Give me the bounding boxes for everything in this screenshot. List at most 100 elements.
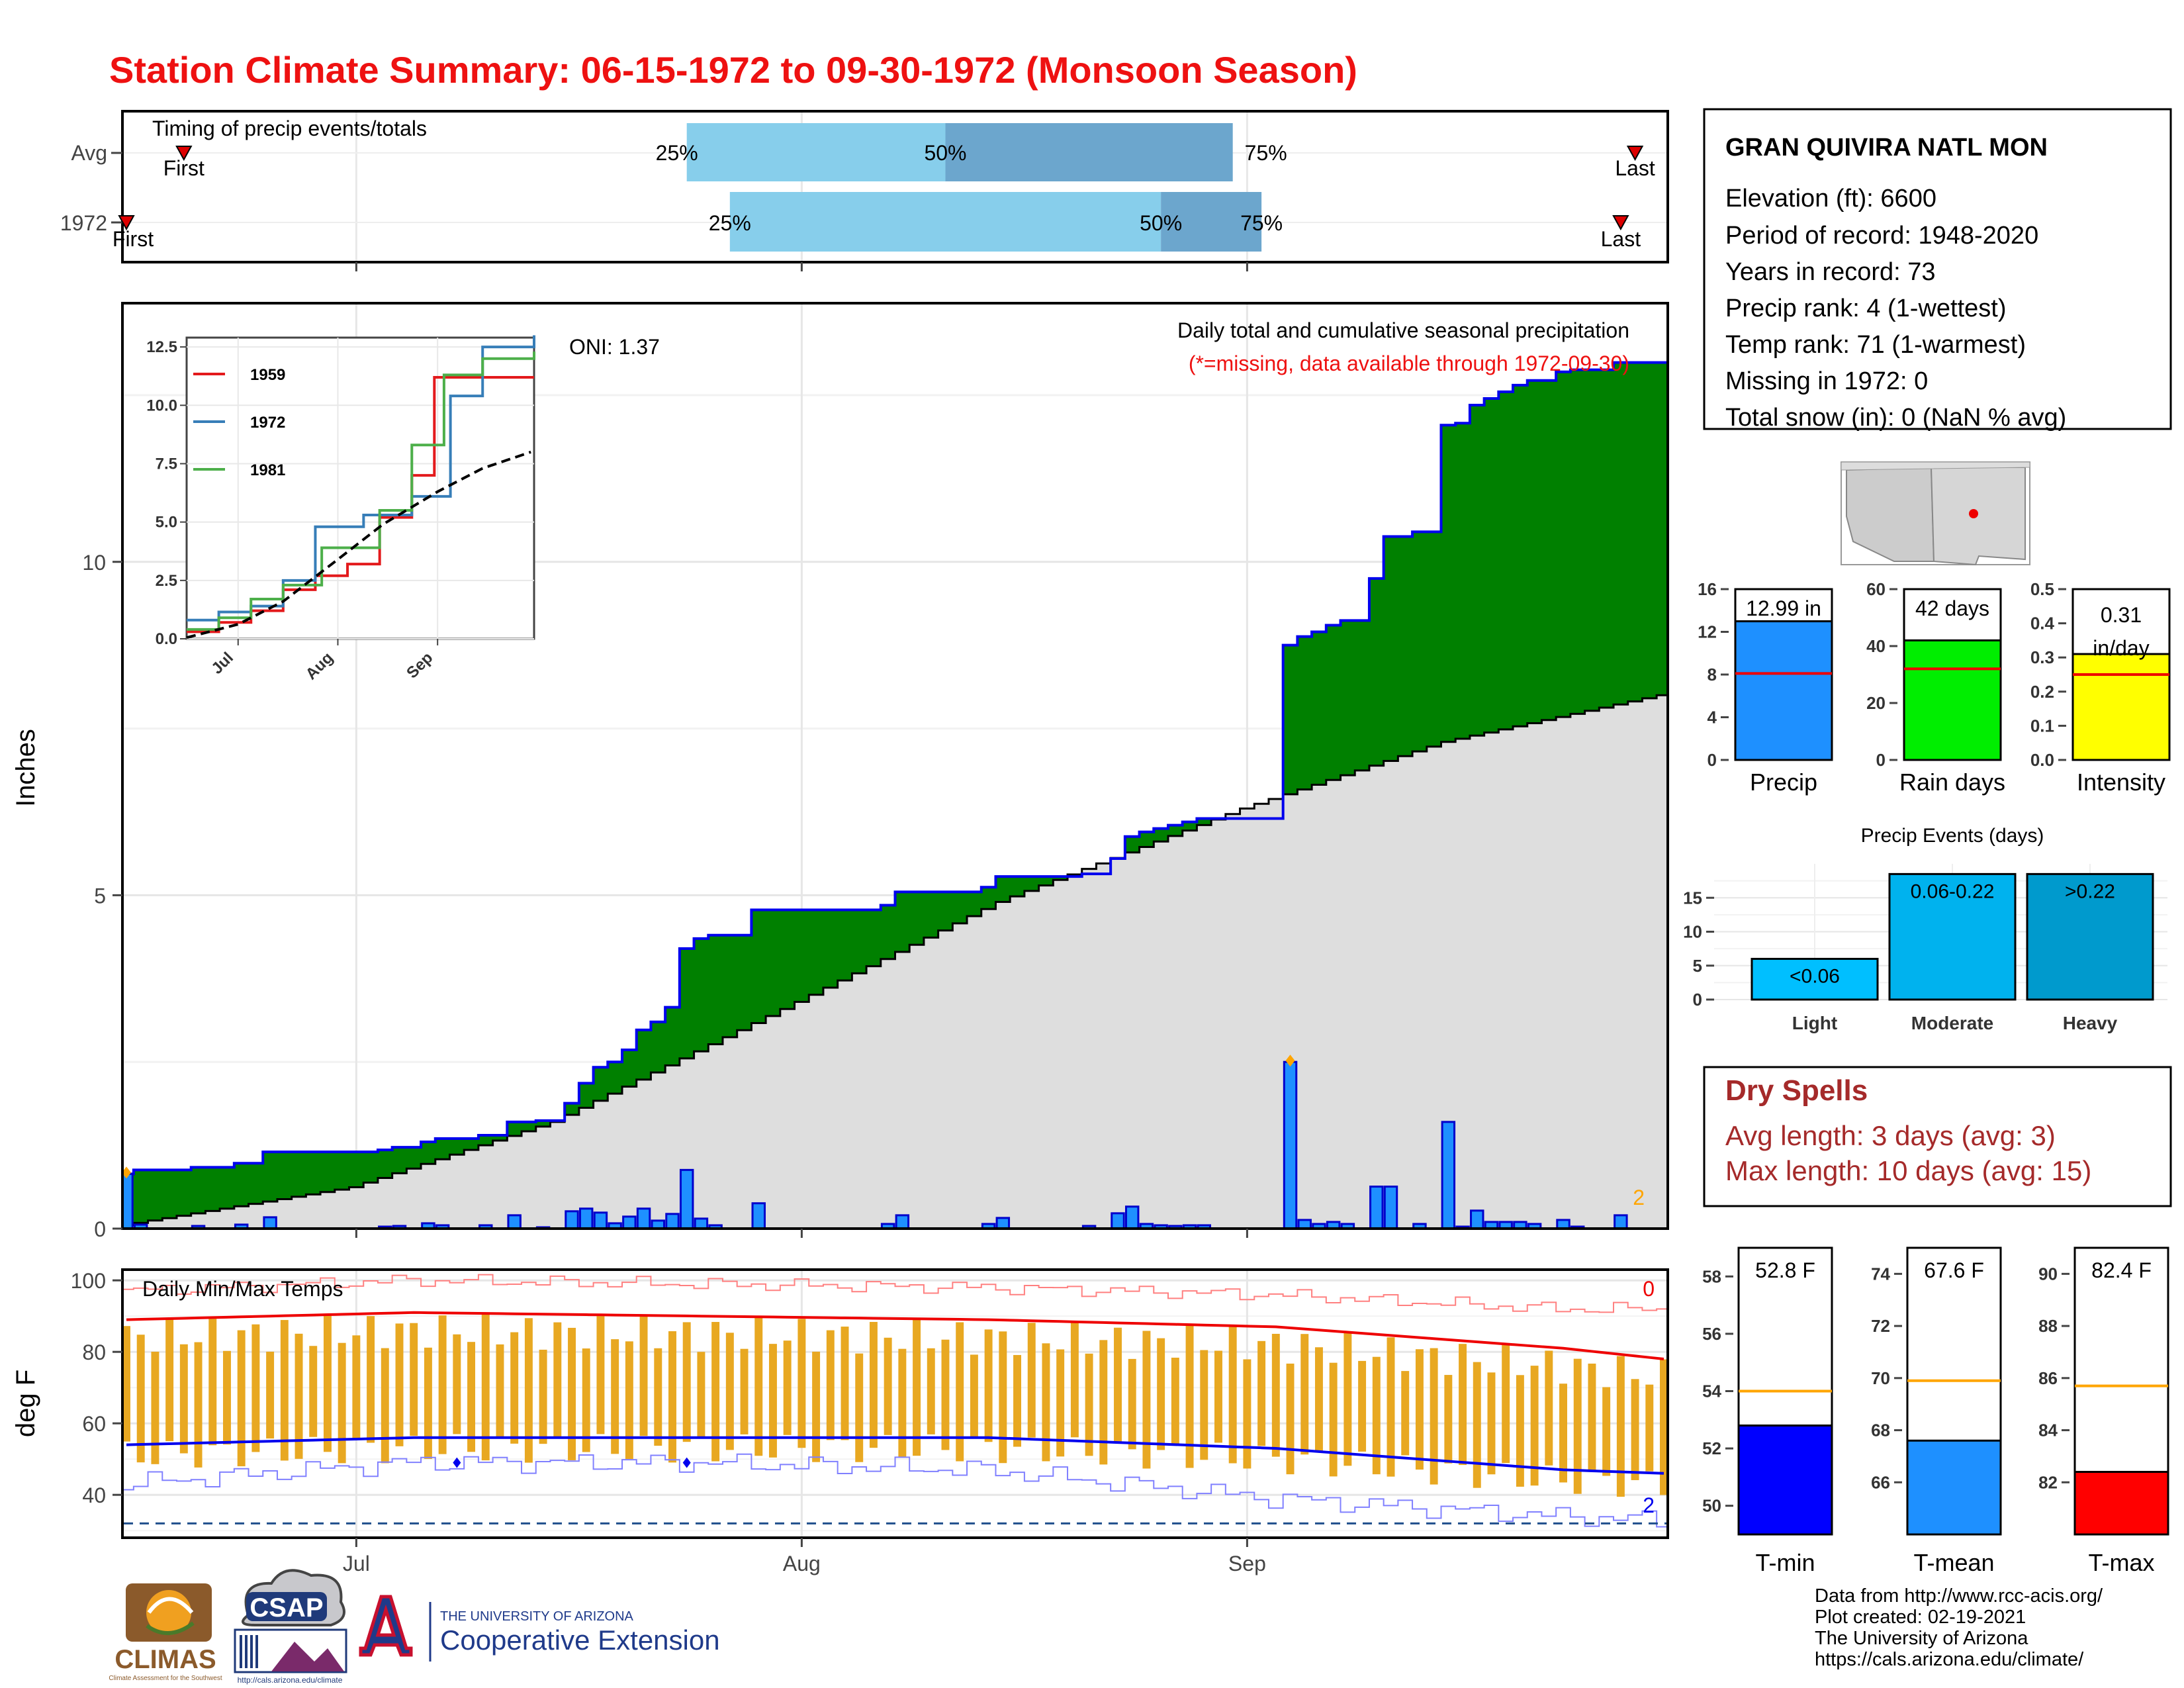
max-precip-marker	[1285, 1055, 1295, 1067]
temp-top-count: 0	[1643, 1277, 1655, 1301]
record-low-marker	[682, 1457, 691, 1468]
daily-temp-range-bar	[1257, 1340, 1266, 1446]
temp-bar-value	[1737, 1424, 1833, 1536]
summary-bar-value	[2071, 653, 2171, 761]
new-mexico-shape	[1930, 467, 2026, 566]
record-low-line	[122, 1453, 1668, 1528]
inset-y-tick-label: 12.5	[146, 338, 177, 356]
daily-temp-range-bar	[1602, 1387, 1611, 1476]
daily-temp-range-bar	[1070, 1322, 1079, 1438]
daily-temp-range-bar	[913, 1319, 921, 1456]
temp-bar-y-tick-label: 50	[1702, 1496, 1721, 1516]
daily-temp-range-bar	[740, 1348, 749, 1434]
temp-bar-y-tick-label: 66	[1871, 1472, 1890, 1492]
summary-y-tick-label: 0.2	[2030, 682, 2054, 702]
precip-events-chart: Precip Events (days) 0 5 10 15 <0.06 Light 0.0…	[1683, 825, 2167, 1033]
summary-y-tick-label: 0.1	[2030, 716, 2054, 735]
y1972-q50-q75-bar	[1161, 192, 1262, 252]
events-bar-light	[1751, 958, 1879, 1001]
temp-y-tick-label: 100	[71, 1269, 106, 1293]
temp-bar-value	[2073, 1471, 2169, 1536]
daily-temp-range-bar	[999, 1331, 1007, 1464]
daily-precip-bar	[1383, 1186, 1398, 1229]
daily-temp-range-bar	[898, 1348, 907, 1458]
temp-bottom-count: 2	[1643, 1493, 1655, 1517]
station-missing: Missing in 1972: 0	[1725, 367, 1928, 395]
daily-temp-range-bar	[481, 1313, 490, 1461]
daily-temp-range-bar	[768, 1344, 777, 1458]
climas-logo: CLIMAS Climate Assessment for the Southw…	[109, 1583, 222, 1682]
daily-temp-range-bar	[1114, 1327, 1122, 1442]
events-title: Precip Events (days)	[1861, 825, 2044, 847]
daily-temp-range-bar	[237, 1330, 246, 1467]
climas-text: CLIMAS	[114, 1645, 216, 1674]
daily-temp-range-bar	[1645, 1384, 1654, 1472]
events-bar-heavy	[2026, 872, 2154, 1001]
y1972-first-label: First	[113, 227, 154, 251]
avg-last-marker	[1626, 146, 1644, 162]
daily-temp-range-bar	[869, 1321, 878, 1448]
temp-bar-value-label: 52.8 F	[1755, 1258, 1815, 1282]
daily-temp-range-bar	[596, 1316, 605, 1434]
daily-temp-range-bar	[510, 1332, 519, 1444]
events-y-tick-label: 15	[1683, 888, 1702, 908]
temp-bar-y-tick-label: 52	[1702, 1438, 1721, 1458]
daily-temp-range-bar	[323, 1315, 332, 1452]
legend-label-1959: 1959	[250, 366, 285, 384]
daily-temp-range-bar	[1616, 1356, 1625, 1497]
dry-spells-title: Dry Spells	[1725, 1074, 1868, 1107]
daily-temp-range-bar	[1271, 1333, 1280, 1457]
summary-y-tick-label: 0	[1876, 750, 1886, 770]
main-y-tick-label: 0	[94, 1217, 106, 1241]
daily-temp-range-bar	[1042, 1343, 1050, 1462]
daily-temp-range-bar	[410, 1323, 418, 1436]
daily-temp-range-bar	[1243, 1359, 1251, 1469]
daily-precip-bar	[593, 1211, 608, 1229]
summary-y-tick-label: 16	[1698, 579, 1717, 599]
block-a-icon	[359, 1595, 413, 1657]
daily-temp-range-bar	[223, 1350, 231, 1445]
summary-y-tick-label: 0	[1707, 750, 1717, 770]
daily-temp-range-bar	[711, 1322, 720, 1462]
temp-bar-group-t-min: 50 52 54 56 58 52.8 F T-min	[1702, 1246, 1833, 1576]
timing-row-1972: 1972	[60, 211, 107, 235]
summary-category-label: Intensity	[2077, 769, 2165, 796]
daily-precip-bar	[651, 1219, 666, 1229]
y1972-first-marker	[118, 215, 135, 231]
inset-y-tick-label: 10.0	[146, 397, 177, 414]
summary-bar-group-precip: 0 4 8 12 16 12.99 in Precip	[1698, 579, 1833, 796]
daily-temp-range-bar	[165, 1319, 174, 1442]
daily-temp-range-bar	[338, 1342, 346, 1464]
station-temp-rank: Temp rank: 71 (1-warmest)	[1725, 331, 2026, 359]
legend-label-1981: 1981	[250, 461, 285, 479]
temp-bar-y-tick-label: 70	[1871, 1368, 1890, 1388]
daily-precip-bar	[507, 1214, 522, 1229]
daily-temp-range-bar	[367, 1316, 375, 1443]
daily-temp-range-bar	[855, 1353, 864, 1462]
temp-bar-y-tick-label: 90	[2038, 1264, 2058, 1284]
university-logo: THE UNIVERSITY OF ARIZONA Cooperative Ex…	[359, 1595, 720, 1662]
record-low-marker	[453, 1457, 461, 1468]
climas-subtext: Climate Assessment for the Southwest	[109, 1675, 222, 1682]
summary-value-unit: in/day	[2093, 636, 2149, 660]
inset-line-1981	[187, 352, 535, 631]
daily-precip-bar	[636, 1207, 651, 1229]
daily-precip-bar	[1369, 1186, 1384, 1229]
daily-precip-bar	[234, 1223, 249, 1229]
daily-temp-range-bar	[194, 1342, 203, 1468]
temp-bar-category-label: T-max	[2088, 1549, 2154, 1576]
events-bar-label: >0.22	[2065, 880, 2115, 902]
daily-temp-range-bar	[884, 1337, 892, 1435]
temp-ylabel: deg F	[11, 1370, 40, 1437]
summary-y-tick-label: 0.3	[2030, 647, 2054, 667]
daily-temp-range-bar	[668, 1331, 676, 1463]
events-bar-moderate	[1888, 872, 2017, 1001]
daily-temp-range-bar	[424, 1347, 432, 1459]
events-category-label: Moderate	[1911, 1013, 1993, 1033]
daily-temp-range-bar	[1444, 1375, 1453, 1464]
daily-precip-bar	[392, 1225, 407, 1229]
timing-label: Timing of precip events/totals	[152, 117, 427, 140]
daily-temp-range-bar	[1286, 1363, 1295, 1475]
daily-precip-bar	[1081, 1225, 1097, 1229]
